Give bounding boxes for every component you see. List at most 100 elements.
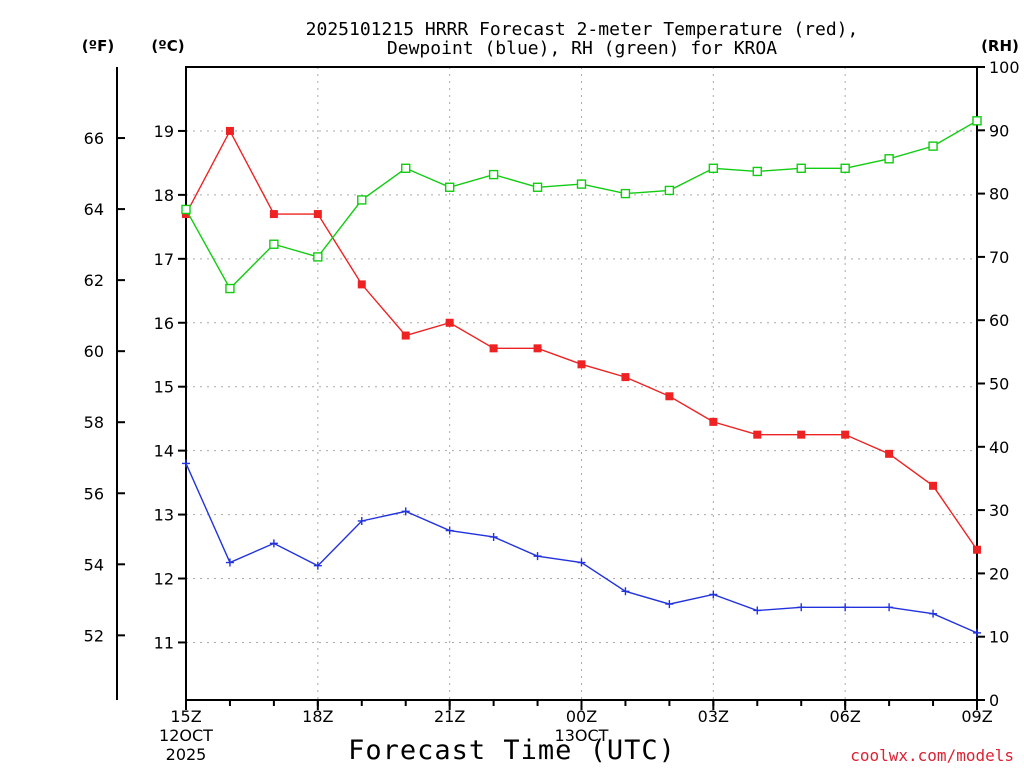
rh-tick-label: 100 [989,58,1020,77]
fahrenheit-tick-label: 54 [84,555,104,574]
celsius-tick-label: 12 [154,570,174,589]
rh-point [796,163,806,173]
rh-point [576,179,587,189]
dewpoint-point [533,552,542,561]
rh-tick-label: 30 [989,501,1009,520]
rh-tick-label: 20 [989,564,1009,583]
dewpoint-point [753,606,762,615]
rh-unit-label: (RH) [981,37,1019,55]
temperature-point [533,344,542,353]
x-tick-date-label: 13OCT [555,726,609,745]
dewpoint-point [885,603,894,612]
rh-tick-label: 90 [989,121,1009,140]
temperature-point [313,210,322,219]
celsius-tick-label: 14 [154,442,174,461]
rh-point [181,204,191,215]
rh-point [708,163,719,173]
fahrenheit-tick-label: 60 [84,342,104,361]
temperature-point [753,430,762,439]
x-axis-title: Forecast Time (UTC) [348,735,676,766]
temperature-point [797,430,806,439]
rh-tick-label: 80 [989,185,1009,204]
rh-point [664,185,675,196]
celsius-tick-label: 15 [154,378,174,397]
celsius-tick-label: 13 [154,506,174,525]
rh-tick-label: 50 [989,375,1009,394]
rh-point [752,166,762,177]
dewpoint-point [269,539,278,548]
temperature-point [841,430,850,439]
rh-point [972,116,982,126]
celsius-tick-label: 18 [154,186,174,205]
rh-tick-label: 40 [989,438,1009,457]
rh-point [840,163,850,173]
x-tick-label: 09Z [961,707,992,726]
fahrenheit-unit-label: (ºF) [82,37,114,55]
rh-point [357,195,367,205]
fahrenheit-tick-label: 64 [84,200,104,219]
rh-point [313,252,323,262]
chart-title-line1: 2025101215 HRRR Forecast 2-meter Tempera… [306,19,859,40]
rh-point [444,182,455,192]
dewpoint-point [973,628,981,637]
rh-point [225,283,235,294]
rh-tick-label: 60 [989,311,1009,330]
temperature-point [621,373,630,382]
fahrenheit-tick-label: 56 [84,484,104,503]
dewpoint-point [929,609,938,618]
data-series [181,116,982,637]
fahrenheit-tick-label: 52 [84,626,104,645]
celsius-tick-label: 19 [154,122,174,141]
rh-point [620,188,631,199]
rh-tick-label: 10 [989,628,1009,647]
dewpoint-point [709,590,718,599]
rh-point [532,182,543,192]
x-tick-label: 18Z [302,707,333,726]
celsius-unit-label: (ºC) [151,37,184,55]
temperature-point [709,417,718,426]
dewpoint-point [797,603,806,612]
fahrenheit-tick-label: 62 [84,271,104,290]
celsius-tick-label: 17 [154,250,174,269]
temperature-point [225,126,234,135]
temperature-point [489,344,498,353]
x-tick-label: 00Z [566,707,597,726]
temperature-point [269,210,278,219]
temperature-point [445,318,454,327]
temperature-point [885,449,894,458]
dewpoint-point [577,558,586,567]
rh-point [488,169,499,180]
dewpoint-point [621,587,630,596]
temperature-point [929,481,938,490]
rh-point [928,141,938,151]
temperature-point [401,331,410,340]
rh-tick-label: 0 [989,691,999,710]
x-tick-label: 06Z [830,707,861,726]
rh-tick-label: 70 [989,248,1009,267]
rh-point [269,239,279,249]
dewpoint-point [445,526,454,535]
dewpoint-point [225,558,234,567]
x-tick-date-label: 12OCT [159,726,213,745]
grid [186,67,977,700]
celsius-tick-label: 16 [154,314,174,333]
dewpoint-point [489,532,498,541]
dewpoint-point [313,561,322,570]
dewpoint-point [841,603,850,612]
rh-point [401,163,411,173]
temperature-point [973,545,981,554]
dewpoint-point [401,507,410,516]
x-tick-label: 21Z [434,707,465,726]
temperature-point [357,280,366,289]
dewpoint-point [665,600,674,609]
rh-point [884,154,894,164]
fahrenheit-tick-label: 58 [84,413,104,432]
x-tick-year-label: 2025 [166,745,207,764]
fahrenheit-tick-label: 66 [84,129,104,148]
x-tick-label: 15Z [170,707,201,726]
temperature-point [665,392,674,401]
dewpoint-point [182,459,190,468]
chart-title-line2: Dewpoint (blue), RH (green) for KROA [387,38,777,59]
